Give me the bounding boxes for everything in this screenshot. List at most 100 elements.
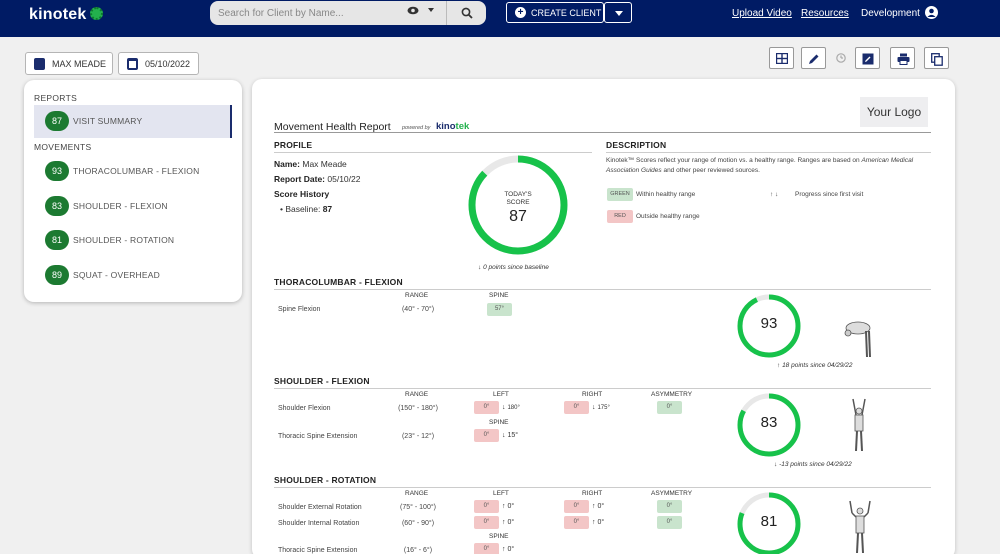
notes-button[interactable] [855, 47, 880, 69]
shoulder-flexion-score-ring: 83 [736, 392, 802, 458]
search-icon [461, 7, 473, 19]
title-divider [274, 132, 931, 133]
description-divider [606, 152, 931, 153]
spine-flexion-range: (40° - 70°) [401, 306, 435, 313]
shoulder-internal-rotation-left: 0° [474, 516, 499, 529]
upload-video-link[interactable]: Upload Video [732, 8, 792, 19]
note-edit-icon [862, 53, 874, 65]
chevron-down-icon [615, 11, 623, 16]
printer-icon [897, 53, 910, 65]
profile-divider [274, 152, 592, 153]
todays-score-label: TODAY'S SCORE [504, 191, 532, 206]
shoulder-rotation-score-value: 81 [760, 513, 778, 530]
resources-link[interactable]: Resources [801, 8, 849, 19]
legend-green-text: Within healthy range [636, 191, 696, 198]
description-text: Kinotek™ Scores reflect your range of mo… [606, 157, 914, 174]
calendar-icon [127, 58, 138, 70]
copy-button[interactable] [924, 47, 949, 69]
since-baseline-text: ↓ 0 points since baseline [478, 264, 549, 271]
report-sidebar: REPORTS 87 VISIT SUMMARY MOVEMENTS 93 TH… [24, 80, 242, 302]
thoracic-spine-extension-label: Thoracic Spine Extension [278, 547, 358, 554]
visit-summary-report: Your Logo Movement Health Report powered… [252, 79, 955, 554]
print-button[interactable] [890, 47, 915, 69]
shoulder-flexion-score-value: 83 [760, 414, 778, 431]
grid-icon [776, 53, 788, 64]
spine-column-header: SPINE [489, 419, 509, 426]
profile-heading: PROFILE [274, 140, 313, 150]
history-button[interactable] [829, 47, 854, 69]
sidebar-item-visit-summary[interactable]: 87 VISIT SUMMARY [34, 105, 232, 138]
score-badge: 87 [45, 111, 69, 131]
eye-icon[interactable] [407, 6, 419, 18]
user-avatar-icon[interactable] [925, 6, 938, 19]
shoulder-flexion-label: Shoulder Flexion [278, 405, 331, 412]
sidebar-item-label: SHOULDER - ROTATION [73, 235, 175, 245]
reports-heading: REPORTS [34, 93, 78, 103]
shoulder-internal-rotation-right-delta: ↑ 0° [592, 519, 605, 526]
thoracic-spine-extension-spine: 0° [474, 543, 499, 554]
forward-bend-figure-icon [842, 319, 876, 365]
sidebar-item-label: THORACOLUMBAR - FLEXION [73, 166, 200, 176]
sidebar-item-shoulder-rotation[interactable]: 81 SHOULDER - ROTATION [34, 224, 232, 257]
client-badge-icon [34, 58, 45, 70]
search-button[interactable] [446, 1, 486, 25]
kinotek-wordmark-logo: kinotek [436, 121, 470, 132]
shoulder-rotation-heading: SHOULDER - ROTATION [274, 475, 377, 485]
shoulder-external-rotation-left-delta: ↑ 0° [502, 503, 515, 510]
shoulder-flexion-right-delta: ↓ 175° [592, 404, 610, 411]
visit-date-chip[interactable]: 05/10/2022 [118, 52, 199, 75]
history-icon [836, 53, 846, 63]
todays-score-ring: TODAY'S SCORE 87 [466, 153, 570, 257]
shoulder-flexion-since-text: ↓ -13 points since 04/29/22 [774, 461, 852, 468]
layout-grid-button[interactable] [769, 47, 794, 69]
client-name-chip[interactable]: MAX MEADE [25, 52, 113, 75]
search-input[interactable] [218, 5, 398, 21]
create-client-button[interactable]: + CREATE CLIENT [506, 2, 604, 23]
gear-badge-icon [90, 7, 103, 20]
profile-name: Name: Max Meade [274, 159, 347, 169]
sidebar-item-shoulder-flexion[interactable]: 83 SHOULDER - FLEXION [34, 190, 232, 223]
shoulder-flexion-left: 0° [474, 401, 499, 414]
copy-icon [931, 53, 943, 66]
thoracic-spine-extension-label: Thoracic Spine Extension [278, 433, 358, 440]
shoulder-flexion-range: (150° - 180°) [398, 405, 438, 412]
shoulder-flexion-left-delta: ↓ 180° [502, 404, 520, 411]
section-divider [274, 487, 931, 488]
pencil-icon [809, 54, 819, 64]
shoulder-internal-rotation-asymmetry: 0° [657, 516, 682, 529]
sidebar-item-thoracolumbar-flexion[interactable]: 93 THORACOLUMBAR - FLEXION [34, 155, 232, 188]
movements-heading: MOVEMENTS [34, 142, 92, 152]
arms-raised-figure-icon [847, 397, 881, 452]
top-nav-bar: kinotek + CREATE CLIENT Upload Video Res… [0, 0, 1000, 37]
score-badge: 83 [45, 196, 69, 216]
brand-logo[interactable]: kinotek [29, 6, 87, 23]
create-client-dropdown-button[interactable] [604, 2, 632, 23]
shoulder-external-rotation-range: (75° - 100°) [400, 504, 436, 511]
plus-icon: + [515, 7, 526, 18]
baseline-score: • Baseline: 87 [280, 204, 333, 214]
sidebar-item-label: VISIT SUMMARY [73, 116, 143, 126]
visit-date: 05/10/2022 [145, 59, 191, 69]
range-column-header: RANGE [405, 490, 429, 497]
search-filter-dropdown-icon[interactable] [428, 8, 434, 12]
sidebar-item-label: SHOULDER - FLEXION [73, 201, 168, 211]
spine-column-header: SPINE [489, 533, 509, 540]
account-menu-label[interactable]: Development [861, 8, 920, 19]
your-logo-placeholder: Your Logo [860, 97, 928, 127]
range-column-header: RANGE [405, 292, 429, 299]
right-column-header: RIGHT [582, 490, 603, 497]
shoulder-flexion-asymmetry: 0° [657, 401, 682, 414]
thoracolumbar-since-text: ↑ 18 points since 04/29/22 [777, 362, 853, 369]
spine-column-header: SPINE [489, 292, 509, 299]
sidebar-item-label: SQUAT - OVERHEAD [73, 270, 160, 280]
score-ring-arc [737, 492, 801, 554]
left-column-header: LEFT [493, 391, 509, 398]
todays-score-value: 87 [509, 208, 527, 225]
score-badge: 93 [45, 161, 69, 181]
powered-by-label: powered by [402, 125, 431, 131]
score-ring-arc [737, 393, 801, 457]
edit-button[interactable] [801, 47, 826, 69]
sidebar-item-squat-overhead[interactable]: 89 SQUAT - OVERHEAD [34, 259, 232, 292]
client-search [210, 1, 486, 25]
score-ring-arc [737, 294, 801, 358]
